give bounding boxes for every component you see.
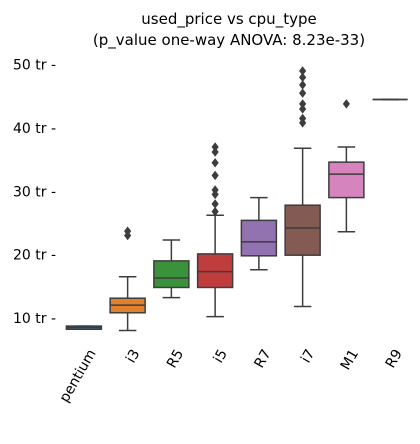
- outlier-point: [299, 88, 307, 98]
- outlier-point: [299, 66, 307, 76]
- outlier-point: [211, 206, 219, 217]
- x-axis: pentium i3 R5 i5 R7 i7 M1 R9: [57, 347, 406, 405]
- outlier-point: [211, 199, 219, 209]
- box-body: [153, 260, 190, 289]
- x-tick-label: R5: [164, 347, 187, 371]
- y-tick-label: 30 tr -: [13, 184, 56, 200]
- box-body: [240, 219, 278, 257]
- x-tick-label: M1: [338, 347, 362, 373]
- y-tick-label: 20 tr -: [13, 248, 56, 264]
- boxes-group: [65, 66, 408, 332]
- x-tick-label: R7: [251, 347, 274, 371]
- y-axis: 10 tr - 20 tr - 30 tr - 40 tr - 50 tr -: [13, 58, 56, 327]
- outlier-point: [342, 99, 350, 109]
- x-tick-label: i7: [298, 347, 318, 366]
- y-tick-label: 40 tr -: [13, 121, 56, 137]
- outlier-point: [211, 185, 219, 195]
- outlier-point: [299, 72, 307, 82]
- box-pentium: [65, 325, 103, 330]
- outlier-point: [211, 142, 219, 152]
- outlier-point: [211, 158, 219, 168]
- x-tick-label: R9: [383, 347, 406, 371]
- box-R5: [153, 239, 190, 299]
- x-tick-label: i3: [123, 347, 143, 366]
- outlier-point: [299, 99, 307, 109]
- box-i7: [284, 66, 321, 308]
- box-M1: [328, 99, 365, 233]
- outlier-point: [124, 226, 132, 236]
- outlier-point: [299, 104, 307, 114]
- box-i3: [109, 226, 146, 332]
- chart-title-line-1: used_price vs cpu_type: [141, 10, 316, 29]
- outlier-point: [299, 80, 307, 90]
- box-R7: [240, 196, 278, 271]
- box-body: [328, 161, 365, 199]
- box-body: [284, 204, 321, 256]
- y-tick-label: 10 tr -: [13, 311, 56, 327]
- outlier-point: [211, 147, 219, 157]
- outlier-point: [211, 170, 219, 181]
- box-i5: [196, 142, 234, 318]
- chart-title-line-2: (p_value one-way ANOVA: 8.23e-33): [93, 31, 365, 50]
- box-body: [196, 253, 234, 289]
- y-tick-label: 50 tr -: [13, 58, 56, 74]
- outlier-point: [299, 113, 307, 124]
- x-tick-label: i5: [211, 347, 231, 366]
- x-tick-label: pentium: [57, 347, 100, 405]
